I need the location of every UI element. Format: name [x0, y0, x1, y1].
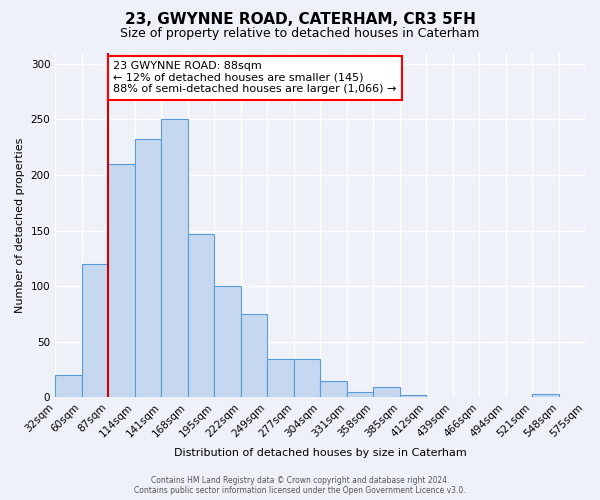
Text: Size of property relative to detached houses in Caterham: Size of property relative to detached ho…: [121, 28, 479, 40]
Bar: [214, 286, 241, 398]
Bar: [55, 375, 82, 398]
Bar: [400, 395, 426, 398]
Text: Contains HM Land Registry data © Crown copyright and database right 2024.
Contai: Contains HM Land Registry data © Crown c…: [134, 476, 466, 495]
Bar: [161, 120, 188, 398]
Bar: [373, 388, 400, 398]
X-axis label: Distribution of detached houses by size in Caterham: Distribution of detached houses by size …: [174, 448, 466, 458]
Bar: [188, 234, 214, 398]
Text: 23, GWYNNE ROAD, CATERHAM, CR3 5FH: 23, GWYNNE ROAD, CATERHAM, CR3 5FH: [125, 12, 475, 28]
Bar: [134, 140, 161, 398]
Bar: [532, 394, 559, 398]
Y-axis label: Number of detached properties: Number of detached properties: [15, 138, 25, 312]
Text: 23 GWYNNE ROAD: 88sqm
← 12% of detached houses are smaller (145)
88% of semi-det: 23 GWYNNE ROAD: 88sqm ← 12% of detached …: [113, 61, 397, 94]
Bar: [347, 392, 373, 398]
Bar: [320, 381, 347, 398]
Bar: [293, 358, 320, 398]
Bar: [108, 164, 134, 398]
Bar: [82, 264, 108, 398]
Bar: [267, 358, 293, 398]
Bar: [241, 314, 267, 398]
